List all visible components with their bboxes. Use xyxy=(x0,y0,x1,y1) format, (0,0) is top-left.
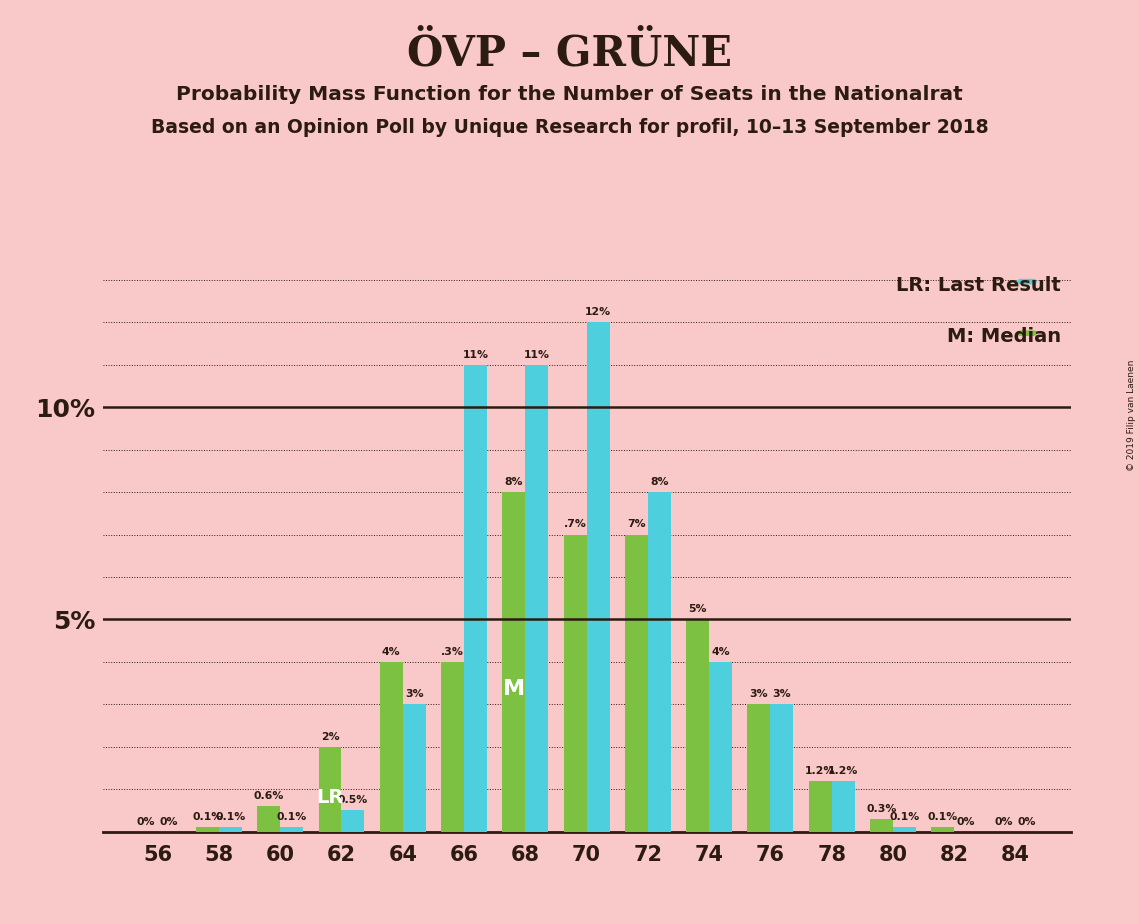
Text: 0%: 0% xyxy=(957,817,975,826)
Bar xyxy=(648,492,671,832)
Bar xyxy=(280,827,303,832)
Text: M: Median: M: Median xyxy=(947,327,1060,346)
Text: 0.5%: 0.5% xyxy=(338,796,368,806)
Bar xyxy=(893,827,916,832)
Text: LR: Last Result: LR: Last Result xyxy=(896,276,1060,295)
Bar xyxy=(870,819,893,832)
Bar xyxy=(564,535,587,832)
Text: 4%: 4% xyxy=(382,647,401,657)
Text: LR: LR xyxy=(317,788,344,808)
Text: ÖVP – GRÜNE: ÖVP – GRÜNE xyxy=(407,32,732,74)
Bar xyxy=(464,365,487,832)
Bar xyxy=(770,704,794,832)
Bar xyxy=(525,365,548,832)
Text: 0.3%: 0.3% xyxy=(867,804,896,814)
Bar xyxy=(932,827,954,832)
Text: Based on an Opinion Poll by Unique Research for profil, 10–13 September 2018: Based on an Opinion Poll by Unique Resea… xyxy=(150,118,989,138)
Text: .3%: .3% xyxy=(441,647,464,657)
Text: 3%: 3% xyxy=(749,689,768,699)
Text: 3%: 3% xyxy=(405,689,424,699)
Text: 7%: 7% xyxy=(628,519,646,529)
Text: 3%: 3% xyxy=(772,689,792,699)
Bar xyxy=(625,535,648,832)
Text: 0.1%: 0.1% xyxy=(927,812,958,822)
Text: 12%: 12% xyxy=(585,308,612,317)
Bar xyxy=(831,781,854,832)
Bar xyxy=(809,781,831,832)
Text: 1.2%: 1.2% xyxy=(805,766,835,775)
Bar xyxy=(686,619,710,832)
Text: 0%: 0% xyxy=(1018,817,1036,826)
Text: 11%: 11% xyxy=(462,349,489,359)
Text: 0.6%: 0.6% xyxy=(254,791,284,801)
Bar xyxy=(502,492,525,832)
Text: 0%: 0% xyxy=(137,817,155,826)
Text: .7%: .7% xyxy=(564,519,587,529)
Bar xyxy=(342,810,364,832)
Bar xyxy=(747,704,770,832)
Bar xyxy=(710,662,732,832)
Bar xyxy=(441,662,464,832)
Bar xyxy=(319,747,342,832)
Text: M: M xyxy=(502,679,525,699)
Text: © 2019 Filip van Laenen: © 2019 Filip van Laenen xyxy=(1126,360,1136,471)
Text: 0.1%: 0.1% xyxy=(215,812,246,822)
Text: 4%: 4% xyxy=(712,647,730,657)
Text: 1.2%: 1.2% xyxy=(828,766,859,775)
Text: 8%: 8% xyxy=(505,477,523,487)
Text: 8%: 8% xyxy=(650,477,669,487)
Bar xyxy=(219,827,241,832)
Text: 0%: 0% xyxy=(994,817,1014,826)
Text: Probability Mass Function for the Number of Seats in the Nationalrat: Probability Mass Function for the Number… xyxy=(177,85,962,104)
Bar xyxy=(403,704,426,832)
Text: 0.1%: 0.1% xyxy=(277,812,306,822)
Text: 0%: 0% xyxy=(159,817,179,826)
Text: 0.1%: 0.1% xyxy=(890,812,919,822)
Bar xyxy=(379,662,403,832)
Bar xyxy=(257,806,280,832)
Text: 0.1%: 0.1% xyxy=(192,812,222,822)
Text: 2%: 2% xyxy=(321,732,339,742)
Bar xyxy=(196,827,219,832)
Bar xyxy=(587,322,609,832)
Text: 5%: 5% xyxy=(688,604,707,614)
Text: 11%: 11% xyxy=(524,349,550,359)
